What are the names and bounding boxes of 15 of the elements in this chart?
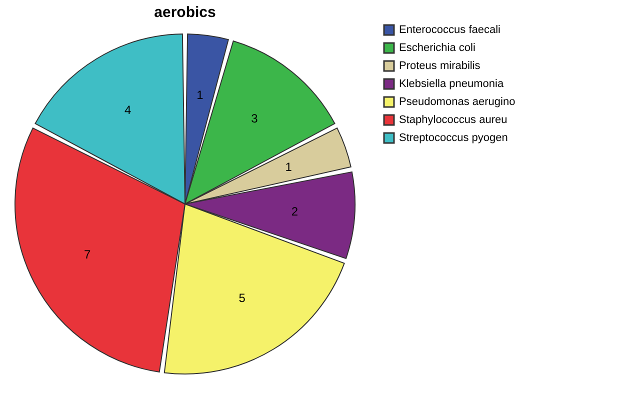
chart-title: aerobics bbox=[154, 4, 216, 21]
legend-label: Klebsiella pneumonia bbox=[399, 78, 504, 90]
data-label: 4 bbox=[124, 103, 132, 118]
legend-label: Streptococcus pyogen bbox=[399, 132, 508, 144]
data-label: 1 bbox=[285, 160, 292, 174]
data-label: 1 bbox=[196, 88, 204, 102]
data-label: 7 bbox=[84, 248, 91, 262]
data-label: 3 bbox=[251, 112, 258, 126]
legend-label: Pseudomonas aerugino bbox=[399, 96, 516, 108]
data-label: 2 bbox=[291, 204, 298, 219]
data-label: 5 bbox=[238, 290, 246, 305]
legend-label: Enterococcus faecali bbox=[399, 24, 500, 36]
legend-label: Escherichia coli bbox=[399, 42, 476, 54]
legend-label: Proteus mirabilis bbox=[399, 60, 481, 72]
legend-label: Staphylococcus aureu bbox=[399, 114, 508, 126]
